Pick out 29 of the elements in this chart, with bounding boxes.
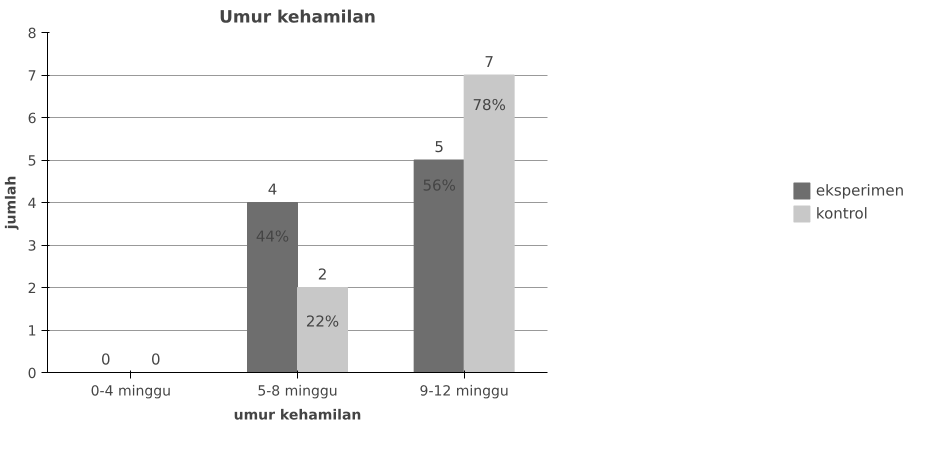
y-tick-label: 3 [28,238,37,254]
legend-label: eksperimen [816,182,904,200]
bar [247,202,298,372]
y-tick-label: 0 [28,366,37,382]
annotation: 22% [306,312,340,330]
y-tick-label: 4 [28,196,37,212]
bar [297,287,348,372]
chart-title: Umur kehamilan [219,8,376,28]
annotation: 78% [472,96,506,114]
x-axis-title: umur kehamilan [234,408,362,424]
bar [464,74,515,372]
y-tick-label: 6 [28,111,37,127]
data-label: 7 [484,53,494,71]
data-label: 0 [151,350,161,368]
x-tick-label: 5-8 minggu [257,384,338,400]
x-tick-label: 0-4 minggu [90,384,172,400]
data-label: 4 [268,180,278,198]
legend-label: kontrol [816,204,868,222]
x-tick-label: 9-12 minggu [420,384,509,400]
y-axis-title: jumlah [4,176,20,230]
y-tick-label: 5 [28,154,37,170]
data-label: 5 [434,138,444,156]
y-tick-label: 1 [28,324,37,340]
data-label: 2 [318,266,328,284]
y-tick-label: 7 [28,68,37,84]
y-tick-label: 8 [28,26,37,42]
y-tick-label: 2 [28,281,37,297]
bar [414,160,465,372]
data-label: 0 [101,350,111,368]
